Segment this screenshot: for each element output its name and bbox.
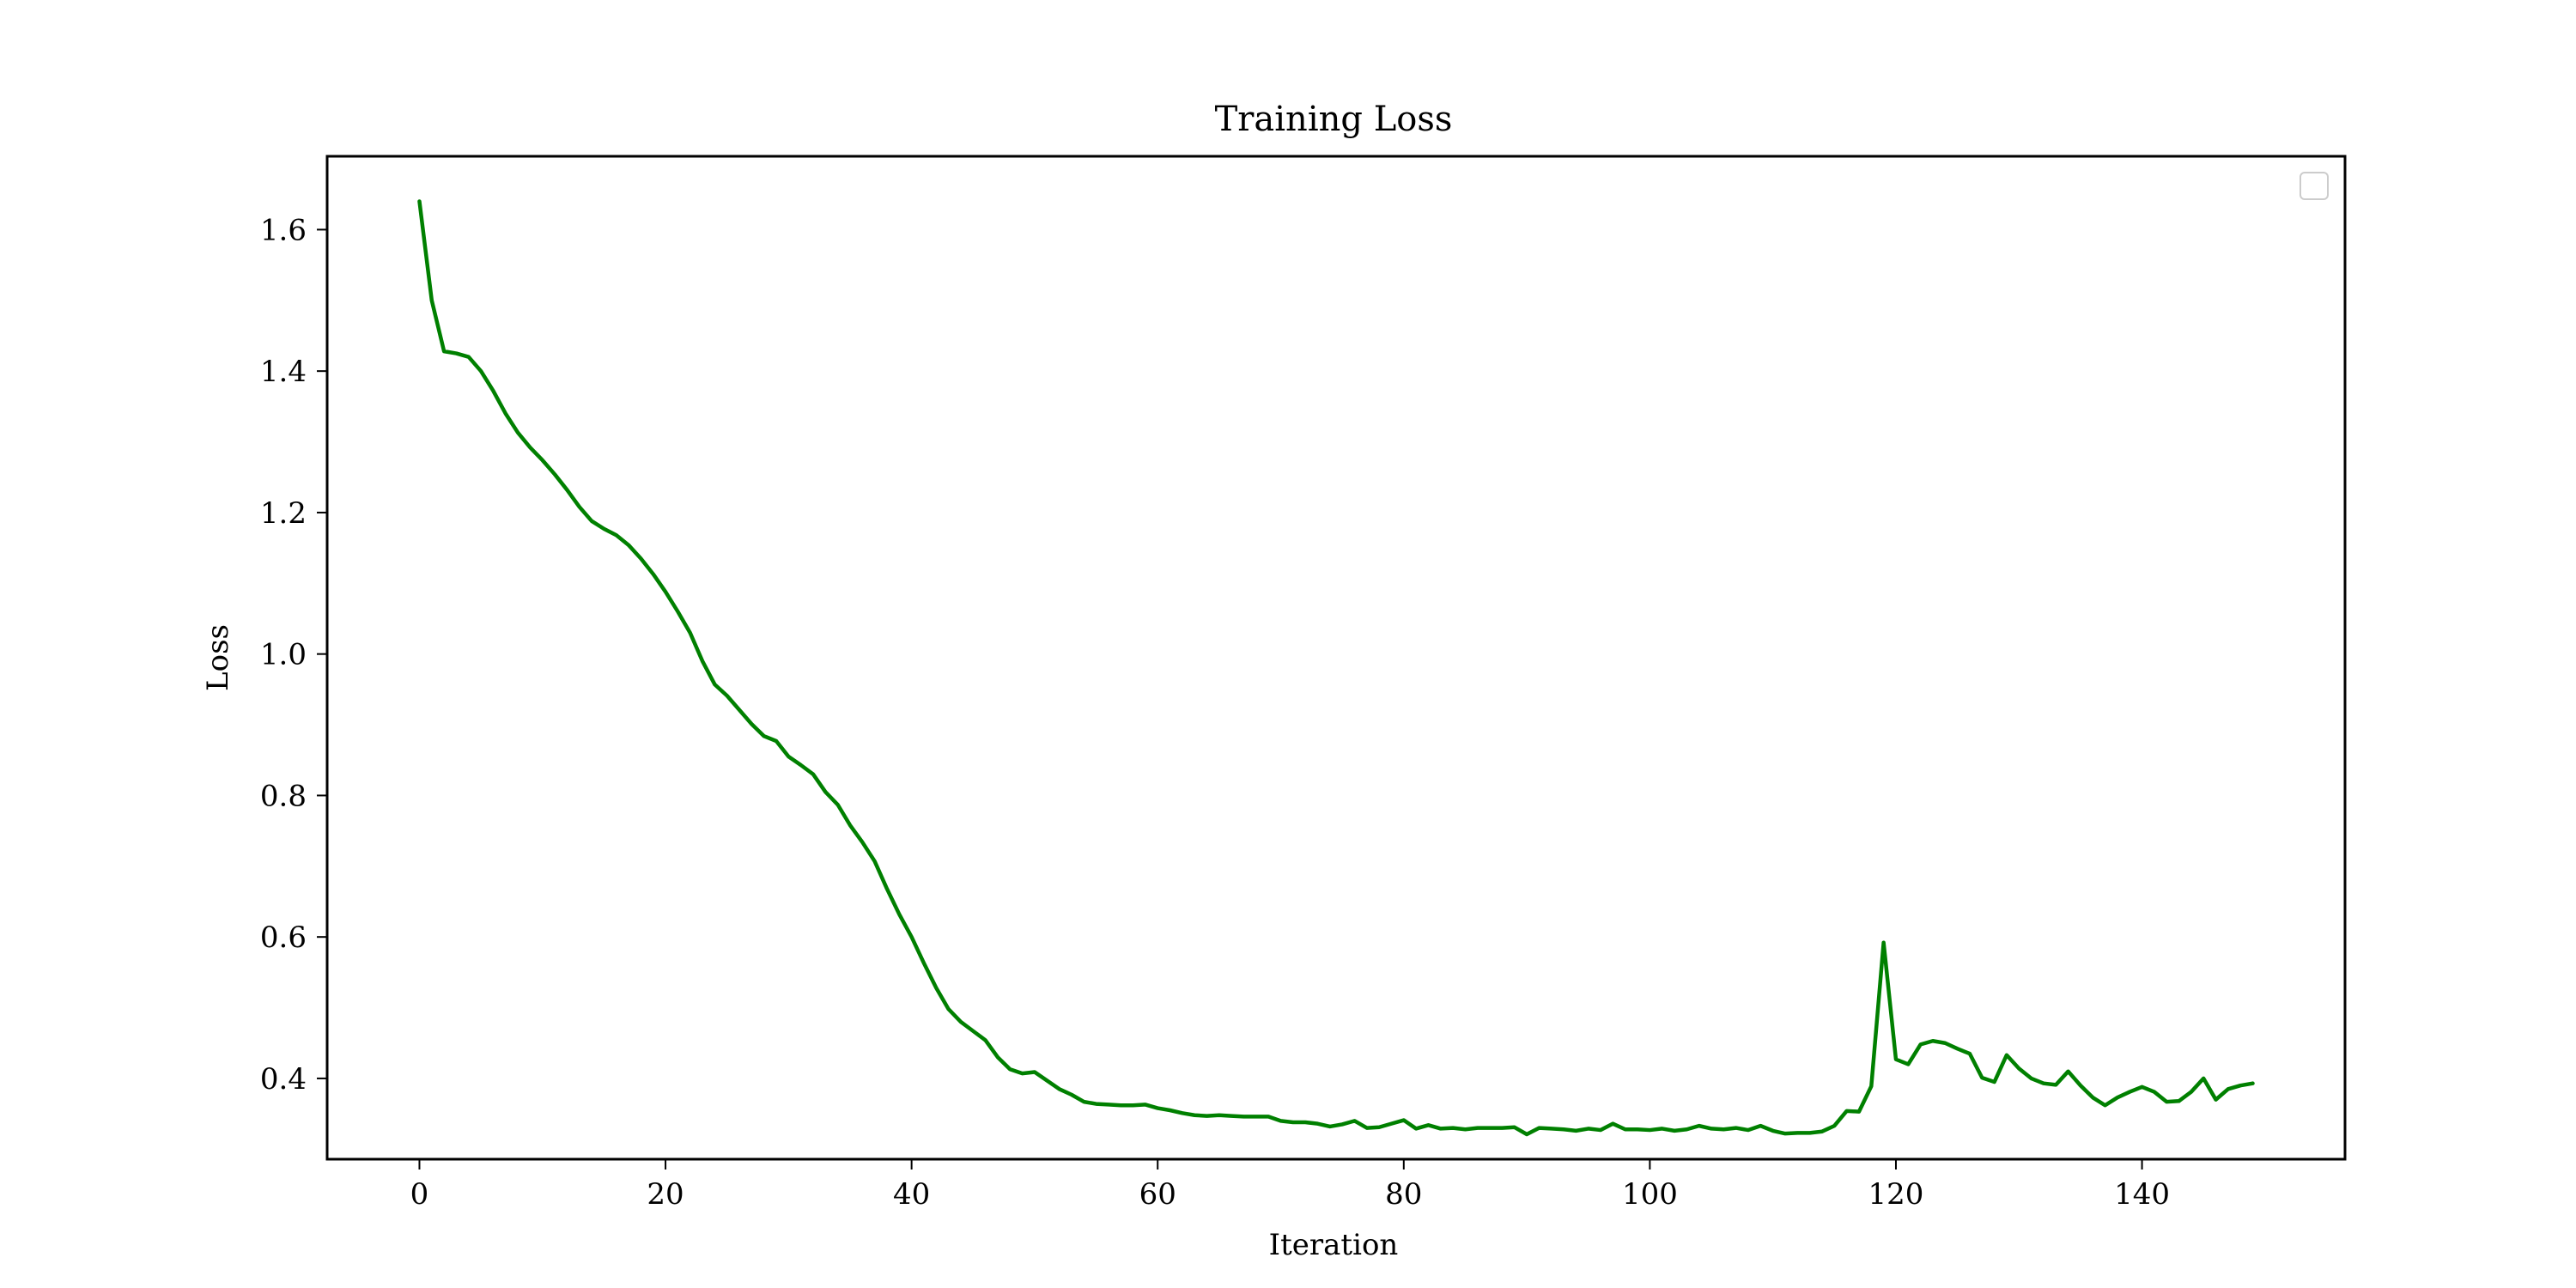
x-tick-label: 40: [893, 1177, 930, 1212]
legend-box: [2300, 172, 2329, 200]
y-tick-label: 0.8: [260, 779, 307, 813]
x-tick-label: 140: [2114, 1177, 2170, 1212]
y-tick-label: 1.6: [260, 213, 307, 247]
x-axis: 0 20 40 60 80 100 120 140: [410, 1159, 2170, 1212]
chart-title: Training Loss: [1215, 100, 1453, 139]
x-tick-label: 0: [410, 1177, 429, 1212]
x-tick-label: 60: [1139, 1177, 1176, 1212]
y-tick-label: 1.0: [260, 638, 307, 672]
y-tick-label: 1.2: [260, 496, 307, 531]
plot-area: [327, 156, 2345, 1159]
x-tick-label: 80: [1385, 1177, 1422, 1212]
x-axis-label: Iteration: [1269, 1228, 1399, 1262]
y-tick-label: 1.4: [260, 355, 307, 389]
series-line: [417, 199, 2255, 1137]
plot-frame: [325, 155, 2347, 1161]
y-axis-label: Loss: [201, 624, 235, 691]
y-tick-label: 0.6: [260, 920, 307, 955]
x-tick-label: 120: [1868, 1177, 1924, 1212]
y-axis: 0.4 0.6 0.8 1.0 1.2 1.4 1.6: [260, 213, 327, 1097]
y-tick-label: 0.4: [260, 1062, 307, 1097]
x-tick-label: 100: [1622, 1177, 1678, 1212]
x-tick-label: 20: [647, 1177, 683, 1212]
